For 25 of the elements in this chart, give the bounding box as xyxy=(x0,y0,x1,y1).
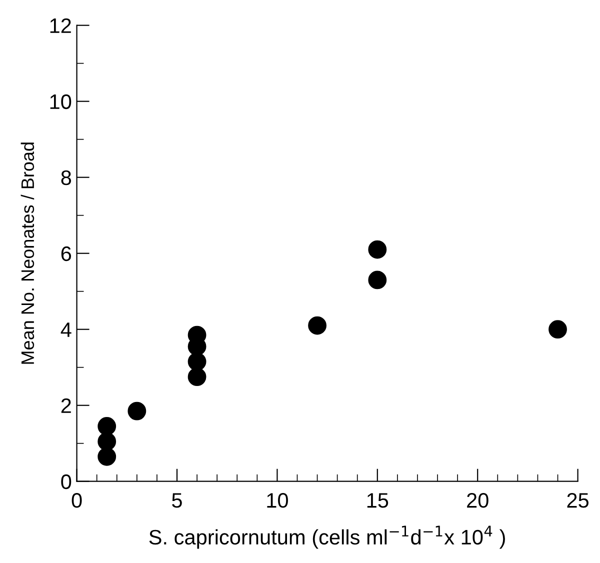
point xyxy=(98,417,116,436)
x-tick-label: 20 xyxy=(467,493,488,508)
point xyxy=(368,270,387,290)
point xyxy=(188,352,206,371)
x-tick-label: 25 xyxy=(567,493,589,508)
x-tick-label: 15 xyxy=(367,493,388,508)
y-tick-label: 10 xyxy=(50,94,72,110)
y-tick-label: 4 xyxy=(60,322,72,337)
point xyxy=(308,316,326,335)
x-tick-label: 10 xyxy=(267,493,288,508)
x-tick-label: 5 xyxy=(172,493,182,508)
x-axis-title: S. capricornutum (cells ml$^{−1}$d$^{−1}$x 10$^{4}$ ) xyxy=(149,526,505,549)
y-tick-label: 6 xyxy=(61,246,72,262)
x-tick-label: 0 xyxy=(72,493,82,508)
y-axis-title: Mean No. Neonates / Broad xyxy=(20,142,34,364)
y-tick-label: 2 xyxy=(61,398,71,413)
y-tick-label: 12 xyxy=(50,18,71,33)
point xyxy=(98,447,116,466)
point xyxy=(98,432,116,451)
point xyxy=(368,240,387,259)
y-tick-label: 8 xyxy=(61,170,72,186)
point xyxy=(188,368,206,386)
point xyxy=(128,402,146,420)
y-tick-label: 0 xyxy=(61,474,72,490)
point xyxy=(548,320,567,339)
